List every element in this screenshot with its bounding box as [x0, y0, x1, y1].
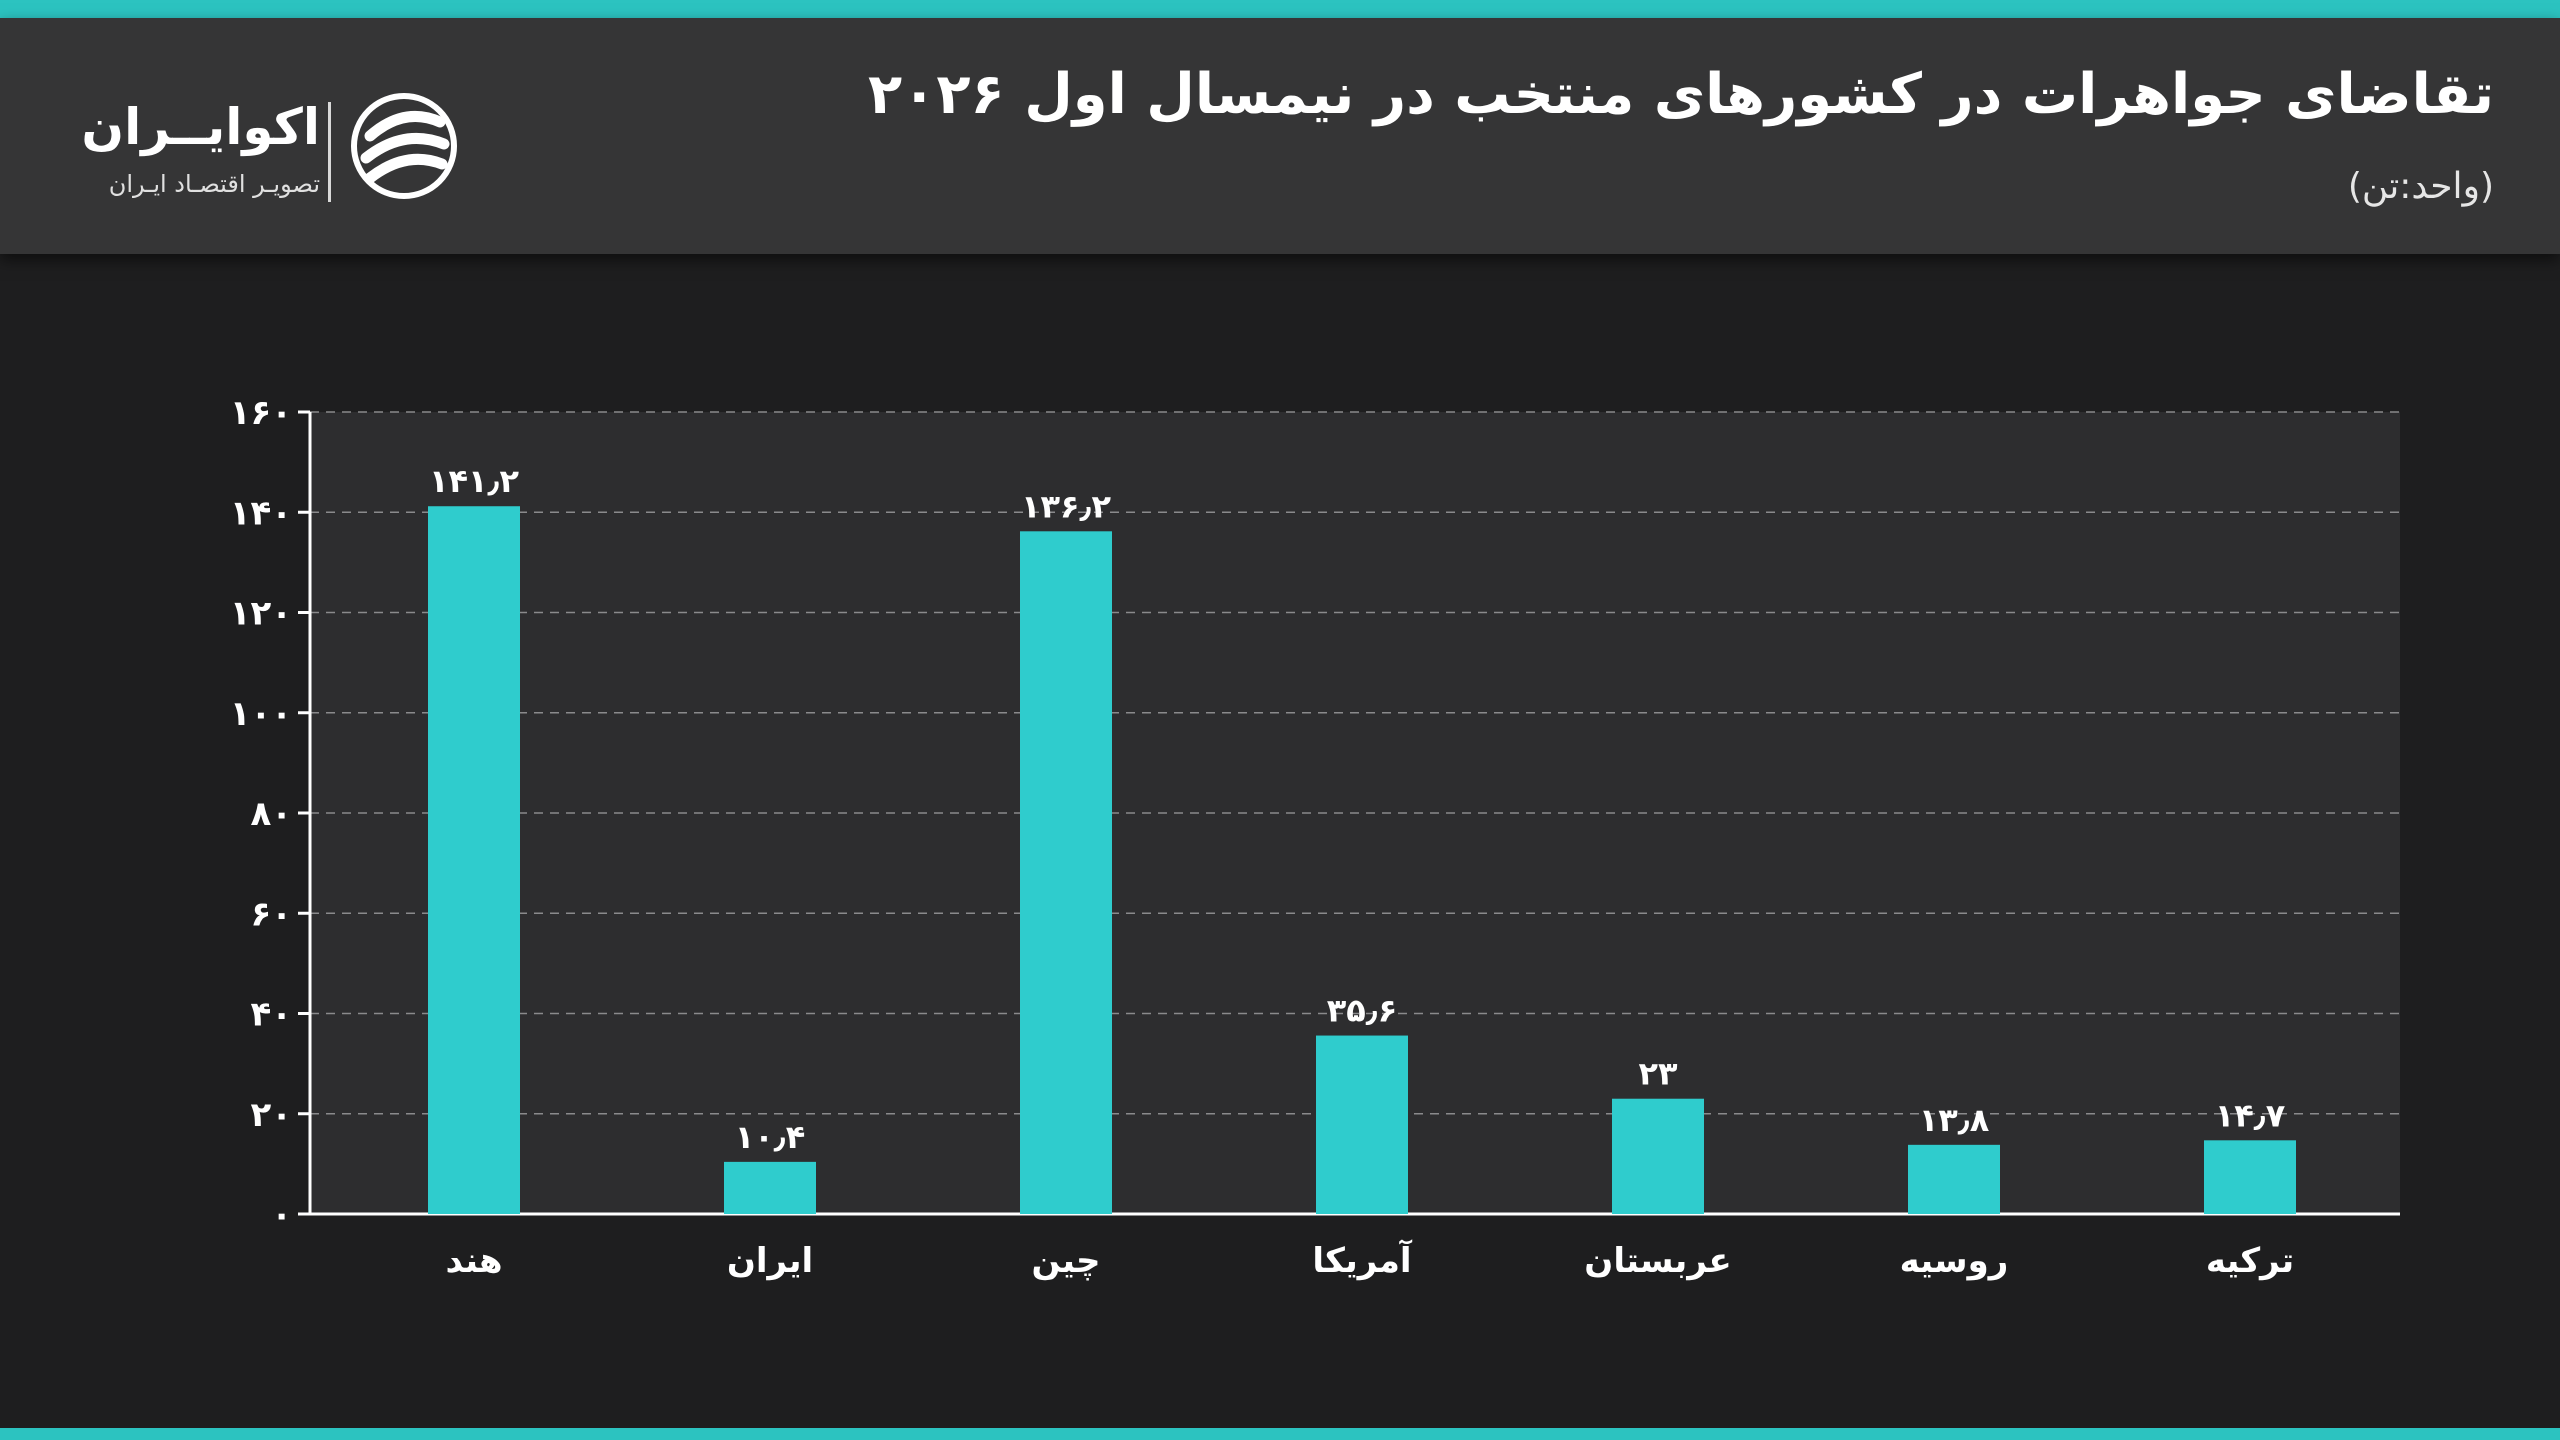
- logo-divider: [328, 102, 331, 202]
- x-category-label: چین: [1032, 1241, 1101, 1281]
- y-tick-label: ۲۰: [250, 1095, 292, 1135]
- x-category-label: آمریکا: [1312, 1239, 1413, 1281]
- bar-chart: ۰ ۲۰ ۴۰ ۶۰ ۸۰ ۱۰۰ ۱۲۰ ۱۴۰ ۱۶۰ ۱۴۱٫۲ ۱۰٫۴ ۱۳۶٫۲ ۳۵٫۶…: [230, 393, 2400, 1281]
- header: تقاضای جواهرات در کشورهای منتخب در نیمسا…: [0, 18, 2560, 254]
- x-category-label: ترکیه: [2206, 1241, 2294, 1281]
- data-labels: ۱۴۱٫۲ ۱۰٫۴ ۱۳۶٫۲ ۳۵٫۶ ۲۳ ۱۳٫۸ ۱۴٫۷: [429, 462, 2286, 1156]
- x-category-label: عربستان: [1584, 1241, 1731, 1281]
- y-tick-label: ۱۴۰: [230, 493, 292, 533]
- bar: [1908, 1144, 2000, 1214]
- bar-value-label: ۲۳: [1638, 1055, 1678, 1093]
- x-axis-labels: هند ایران چین آمریکا عربستان روسیه ترکیه: [445, 1239, 2294, 1281]
- x-category-label: هند: [445, 1241, 502, 1281]
- y-tick-label: ۰: [271, 1195, 292, 1235]
- bar-value-label: ۱۳۶٫۲: [1021, 487, 1112, 525]
- bar: [1612, 1098, 1704, 1214]
- top-accent-stripe: [0, 0, 2560, 18]
- bottom-accent-stripe: [0, 1428, 2560, 1440]
- brand-tagline: تصویـر اقتصـاد ایـران: [108, 170, 320, 198]
- x-category-label: روسیه: [1900, 1241, 2009, 1281]
- bar: [2204, 1140, 2296, 1214]
- bar-value-label: ۱۰٫۴: [735, 1118, 806, 1156]
- brand-name: اکوایــران: [81, 98, 320, 156]
- y-tick-label: ۱۲۰: [230, 594, 292, 634]
- bar-value-label: ۱۳٫۸: [1919, 1101, 1990, 1139]
- bar-value-label: ۱۴٫۷: [2215, 1096, 2286, 1134]
- y-tick-label: ۸۰: [250, 794, 292, 834]
- brand-logo: اکوایــران تصویـر اقتصـاد ایـران: [81, 88, 468, 218]
- ecoiran-logo-icon: [351, 93, 457, 199]
- y-tick-label: ۶۰: [250, 894, 292, 934]
- bar: [724, 1161, 816, 1214]
- y-axis-ticks: ۰ ۲۰ ۴۰ ۶۰ ۸۰ ۱۰۰ ۱۲۰ ۱۴۰ ۱۶۰: [230, 393, 310, 1235]
- y-tick-label: ۱۶۰: [230, 393, 292, 433]
- y-tick-label: ۱۰۰: [230, 694, 292, 734]
- bar: [1020, 531, 1112, 1214]
- bar: [1316, 1035, 1408, 1214]
- unit-label: (واحد:تن): [2347, 166, 2494, 207]
- x-category-label: ایران: [727, 1241, 813, 1281]
- chart-title: تقاضای جواهرات در کشورهای منتخب در نیمسا…: [868, 62, 2494, 127]
- bar-value-label: ۱۴۱٫۲: [429, 462, 520, 500]
- y-tick-label: ۴۰: [250, 995, 292, 1035]
- bar-value-label: ۳۵٫۶: [1327, 992, 1398, 1030]
- bar: [428, 506, 520, 1214]
- bars: [428, 506, 2296, 1214]
